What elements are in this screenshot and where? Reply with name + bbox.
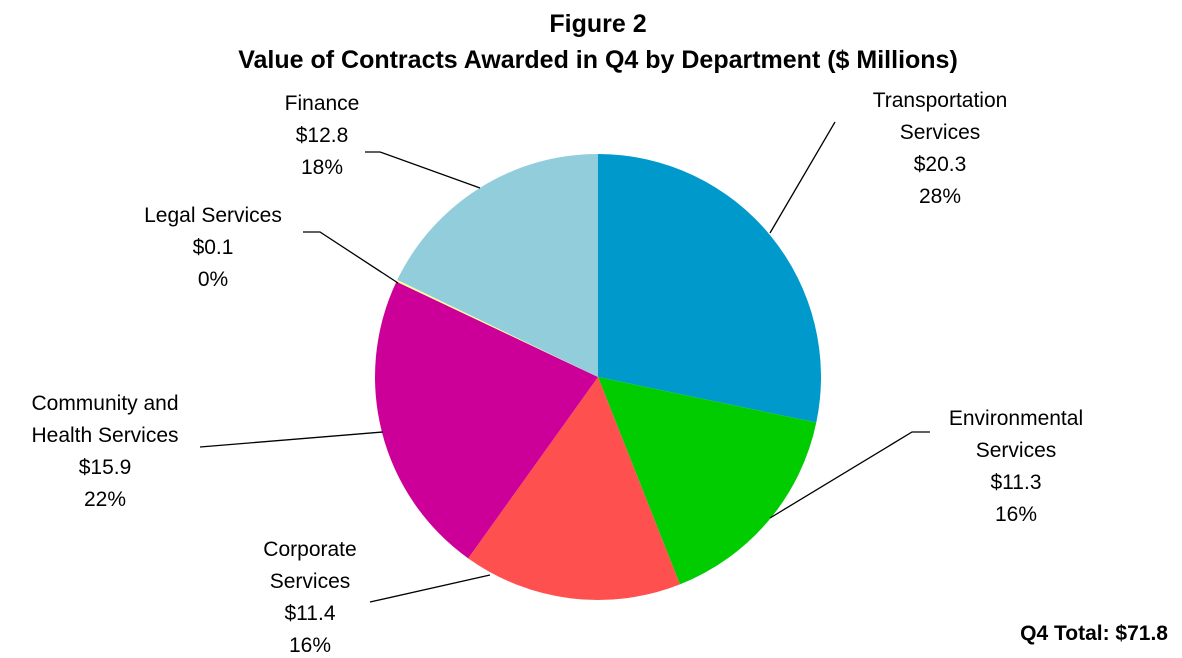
pie-slice [375,281,598,559]
slice-label: Environmental Services [949,407,1083,462]
leader-line [199,431,384,448]
chart-title: Figure 2 [549,10,646,38]
percent-label: 28% [919,185,961,208]
pie-slice [468,377,680,600]
value-label: $11.3 [991,471,1042,494]
pie-slice [598,377,817,585]
value-label: $20.3 [914,153,967,176]
slice-label: Corporate Services [263,538,356,593]
value-label: $12.8 [296,124,349,147]
pie-slice [397,154,598,377]
leader-line [769,121,836,234]
slice-label: Legal Services [144,204,282,227]
leader-line [769,431,930,519]
pie-slice [396,279,598,377]
total-annotation: Q4 Total: $71.8 [1020,622,1168,645]
percent-label: 22% [84,488,126,511]
percent-label: 18% [301,156,343,179]
slice-label: Transportation Services [873,89,1008,144]
leader-line [303,231,399,284]
percent-label: 16% [289,634,331,657]
value-label: $0.1 [193,236,234,259]
value-label: $15.9 [79,456,132,479]
chart-subtitle: Value of Contracts Awarded in Q4 by Depa… [238,46,958,74]
leader-line [369,574,491,603]
percent-label: 0% [198,268,228,291]
value-label: $11.4 [285,602,336,625]
leader-line [365,151,481,189]
slice-label: Finance [285,92,360,115]
pie-slice [598,154,821,423]
slice-label: Community and Health Services [31,392,178,447]
percent-label: 16% [995,503,1037,526]
